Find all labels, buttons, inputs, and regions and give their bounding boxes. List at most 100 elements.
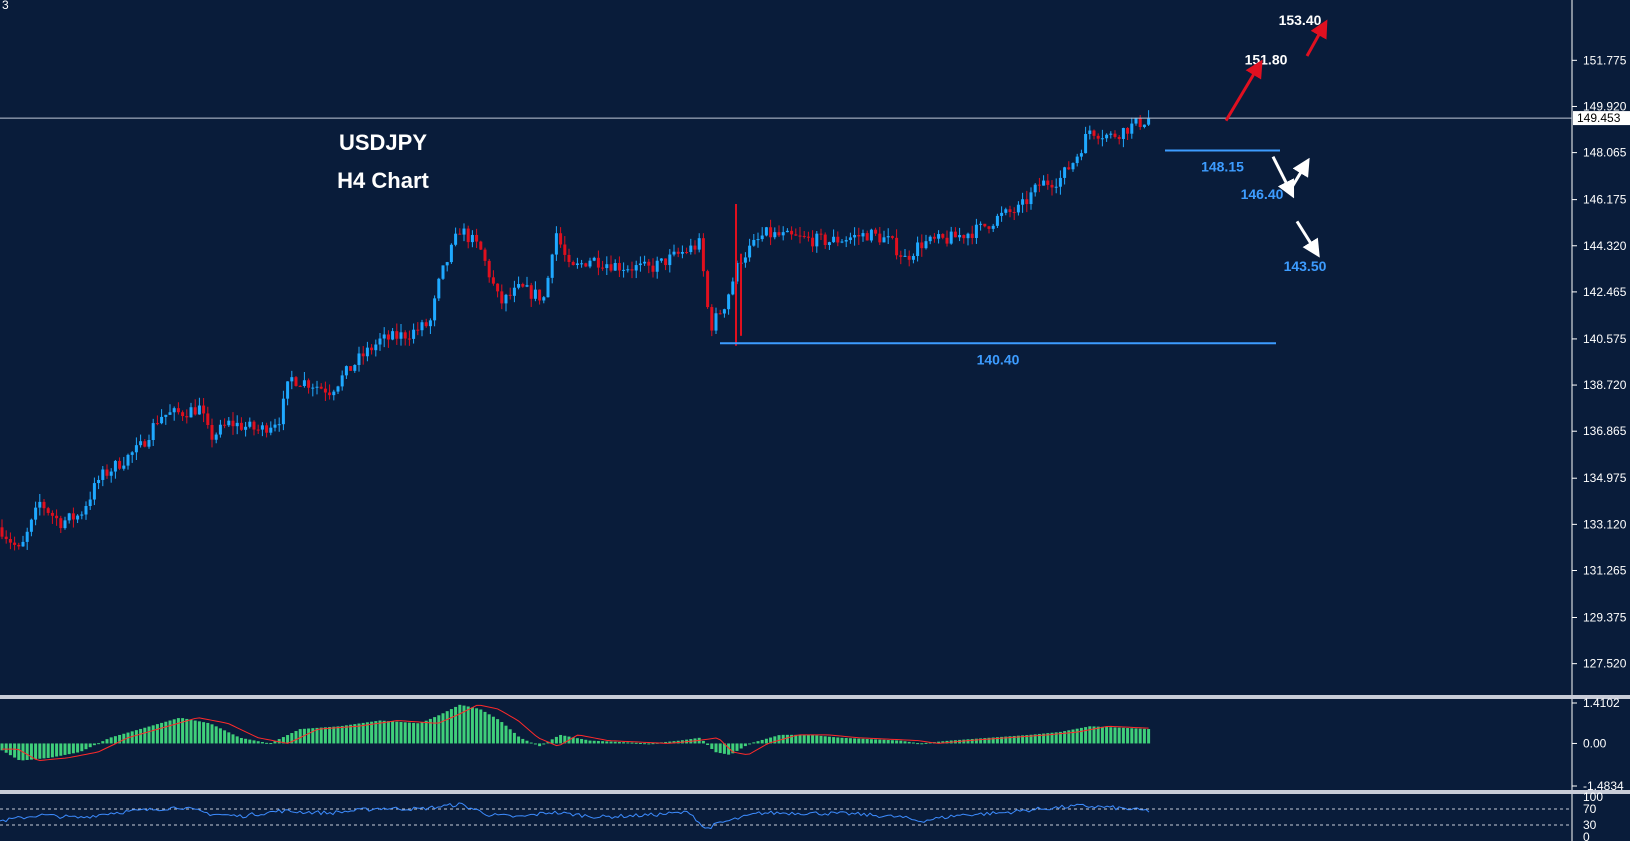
candle — [1117, 135, 1121, 145]
candle-body — [722, 309, 726, 314]
rsi-tick-label: 0 — [1583, 830, 1590, 841]
candle-body — [302, 380, 306, 386]
macd-bar — [853, 738, 857, 744]
candle-body — [256, 429, 260, 431]
candle-body — [1054, 186, 1058, 188]
candle-body — [500, 291, 504, 304]
candle-body — [1067, 167, 1071, 170]
macd-bar — [1071, 729, 1075, 744]
candle — [105, 464, 109, 479]
macd-bar — [512, 732, 516, 744]
candle-body — [59, 518, 63, 529]
candle — [1037, 177, 1041, 193]
macd-bar — [865, 739, 869, 744]
macd-bar — [1058, 731, 1062, 744]
candle — [1096, 133, 1100, 145]
macd-bar — [533, 743, 537, 745]
macd-bar — [538, 743, 542, 747]
macd-bar — [731, 743, 735, 754]
macd-bar — [1029, 734, 1033, 744]
candle — [890, 235, 894, 240]
candle — [1126, 127, 1130, 141]
candle — [567, 248, 571, 268]
candle — [155, 415, 159, 426]
candle — [0, 519, 4, 540]
candle-body — [890, 236, 894, 238]
macd-bar — [722, 743, 726, 754]
macd-bar — [525, 740, 529, 744]
candle-body — [349, 366, 353, 371]
candle — [80, 511, 84, 520]
candle — [134, 437, 138, 460]
candle — [487, 258, 491, 283]
macd-bar — [1054, 732, 1058, 744]
candle — [643, 255, 647, 266]
candle-body — [508, 294, 512, 296]
macd-bar — [832, 737, 836, 744]
candle — [991, 223, 995, 233]
candle — [1033, 183, 1037, 197]
candle-body — [1012, 212, 1016, 214]
candle-body — [118, 460, 122, 469]
candle-body — [664, 258, 668, 266]
macd-bar — [974, 738, 978, 744]
macd-bar — [626, 742, 630, 744]
macd-bar — [265, 742, 269, 744]
macd-bar — [416, 723, 420, 744]
candle — [634, 260, 638, 279]
macd-bar — [176, 718, 180, 744]
price-tick-label: 138.720 — [1583, 378, 1627, 392]
candle-body — [512, 287, 516, 296]
candle — [932, 233, 936, 243]
candle — [701, 233, 705, 277]
candle-body — [764, 227, 768, 236]
macd-bar — [609, 741, 613, 744]
candle-body — [269, 427, 273, 433]
macd-bar — [937, 741, 941, 744]
candle — [281, 390, 285, 431]
candle-body — [210, 425, 214, 440]
candle-body — [1117, 136, 1121, 139]
macd-bar — [542, 743, 546, 745]
macd-bar — [38, 743, 42, 759]
candle-body — [55, 515, 59, 519]
macd-bar — [71, 743, 75, 754]
macd-bar — [412, 722, 416, 744]
candle-body — [756, 239, 760, 241]
candle-body — [630, 269, 634, 271]
candle — [160, 409, 164, 425]
macd-bar — [916, 743, 920, 745]
macd-bar — [164, 721, 168, 744]
candle — [25, 527, 29, 550]
candle — [84, 501, 88, 520]
macd-bar — [361, 722, 365, 744]
macd-bar — [672, 741, 676, 744]
candle-body — [101, 469, 105, 480]
candle — [920, 234, 924, 257]
macd-bar — [613, 741, 617, 744]
candle-body — [328, 392, 332, 396]
macd-bar — [105, 739, 109, 744]
candle-body — [865, 233, 869, 241]
candle-body — [1037, 184, 1041, 186]
candle — [336, 385, 340, 394]
candle-body — [391, 331, 395, 340]
candle — [1008, 205, 1012, 218]
candle-body — [496, 283, 500, 292]
candle-body — [370, 347, 374, 351]
candle-body — [1016, 204, 1020, 213]
candle — [319, 383, 323, 390]
macd-bar — [151, 725, 155, 744]
macd-bar — [1084, 727, 1088, 744]
candle — [294, 375, 298, 387]
candle-body — [785, 230, 789, 233]
arrow-up-red — [1305, 19, 1328, 57]
candle — [785, 228, 789, 233]
candle — [227, 417, 231, 427]
candle-body — [25, 531, 29, 542]
candle — [1054, 178, 1058, 194]
candle — [983, 223, 987, 228]
macd-bar — [592, 740, 596, 744]
